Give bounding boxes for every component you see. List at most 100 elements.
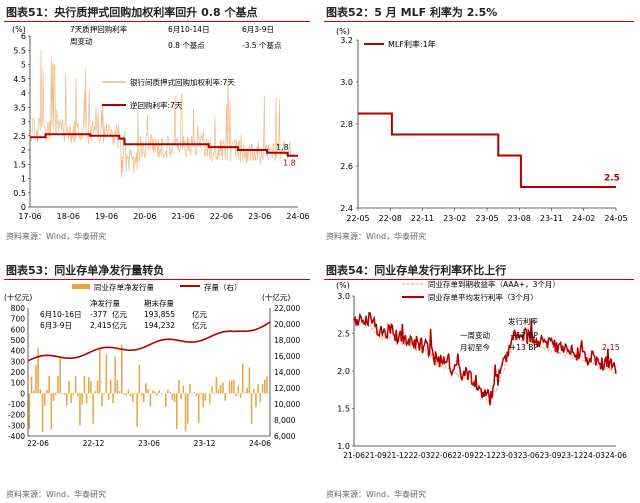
y-tick-label: 1.5 [337,405,350,414]
x-tick-label: 22-12 [474,451,496,460]
x-tick-label: 23-11 [540,214,563,223]
repo-rate-7d-line [29,49,292,178]
net-issuance-bar [171,393,174,401]
x-tick-label: 17-06 [18,212,41,221]
net-issuance-bar [70,393,72,404]
x-tick-label: 23-12 [194,439,216,448]
net-issuance-bar [59,357,61,394]
net-issuance-bar [217,389,220,394]
net-issuance-bar [101,393,103,407]
net-issuance-bar [44,393,46,406]
table-cell: -377 [90,310,107,319]
x-tick-label: 21-09 [365,451,387,460]
table-cell: 194,232 [144,321,175,330]
net-issuance-bar [85,393,88,404]
table-cell: 亿元 [192,320,207,330]
net-issuance-bar [114,356,116,394]
y-tick-label: 0 [21,203,26,212]
y-right-tick-label: 16,000 [274,352,300,361]
y-right-tick-label: 14,000 [274,368,300,377]
x-tick-label: 22-11 [411,214,434,223]
net-issuance-bar [118,391,121,394]
net-issuance-bar [121,344,123,394]
net-issuance-bar [77,393,79,396]
net-issuance-bar [123,393,125,395]
net-issuance-bar [74,376,77,394]
y-tick-label: 1.5 [13,160,26,169]
net-issuance-bar [158,390,160,394]
net-issuance-bar [250,393,253,424]
reverse-repo-end-label: 1.8 [283,159,296,168]
net-issuance-bar [239,393,242,398]
chart-52-source: 资料来源：Wind，华泰研究 [326,232,427,241]
y-tick-label: 2.8 [340,120,353,129]
net-issuance-bar [173,393,176,402]
x-tick-label: 21-06 [172,212,195,221]
y-tick-label: 3.2 [340,36,353,45]
table-cell: 2,415 [90,321,112,330]
x-tick-label: 22-05 [346,214,369,223]
y-right-tick-label: 10,000 [274,400,300,409]
legend-label-issue-rate: 同业存单平均发行利率（3个月） [428,292,538,302]
title-rule [4,279,310,280]
table-cell: 193,855 [144,310,175,319]
annotation-row-label: 一周变动 [460,330,490,340]
net-issuance-bar [50,393,53,430]
net-issuance-bar [145,383,147,394]
y-tick-label: 2.4 [340,204,353,213]
net-issuance-bar [48,376,50,394]
net-issuance-bar [55,393,57,396]
y-tick-label: 2 [21,146,26,155]
net-issuance-bar [211,386,213,394]
x-tick-label: 20-06 [133,212,156,221]
net-issuance-bar [132,393,134,403]
legend-label-reverse-repo: 逆回购利率:7天 [130,100,183,110]
x-tick-label: 22-06 [27,439,49,448]
net-issuance-bar [248,367,251,394]
chart-52-svg: (%) 2.4 2.6 2.8 3.0 3.2 22-05 22-08 22-11 23-02 23… [336,27,628,223]
net-issuance-bar [255,393,257,408]
table-cell: 亿元 [192,309,207,319]
y-tick-label: 3 [21,118,26,127]
net-issuance-bar [72,393,75,396]
net-issuance-bar [191,393,193,395]
net-issuance-bar [61,393,64,394]
x-tick-label: 21-12 [387,451,409,460]
y-unit-label: (%) [12,25,26,34]
net-issuance-bar [264,379,266,394]
y-left-tick-label: 500 [11,336,26,345]
y-tick-label: 2.6 [340,162,353,171]
x-tick-label: 23-02 [443,214,466,223]
x-tick-label: 23-06 [248,212,271,221]
chart-53-source: 资料来源：Wind，华泰研究 [6,490,107,499]
net-issuance-bar [231,380,233,394]
x-tick-label: 23-09 [540,451,562,460]
chart-54-source: 资料来源：Wind，华泰研究 [326,490,427,499]
x-tick-label: 23-06 [518,451,540,460]
net-issuance-bar [35,365,37,394]
net-issuance-bar [220,385,222,394]
net-issuance-bar [259,393,262,403]
net-issuance-bar [134,393,136,394]
net-issuance-bar [215,376,218,394]
net-issuance-bar [246,387,248,394]
y-left-tick-label: 400 [11,347,26,356]
net-issuance-bar [222,382,224,394]
x-tick-label: 24-03 [583,451,605,460]
chart-54-title: 图表54：同业存单发行利率环比上行 [326,264,507,277]
net-issuance-bar [169,391,171,394]
net-issuance-bar [233,379,235,394]
y-tick-label: 1.0 [337,442,350,451]
net-issuance-bar [224,393,226,401]
net-issuance-bar [63,393,66,395]
y-tick-label: 2.5 [13,132,26,141]
net-issuance-bar [125,393,127,396]
y-left-tick-label: -400 [8,432,25,441]
net-issuance-bar [165,393,167,407]
x-tick-label: 22-06 [430,451,452,460]
x-tick-label: 19-06 [95,212,118,221]
table-header: 期末存量 [144,298,174,308]
y-right-tick-label: 8,000 [274,416,296,425]
y-left-tick-label: 0 [20,389,25,398]
net-issuance-bar [228,381,231,394]
